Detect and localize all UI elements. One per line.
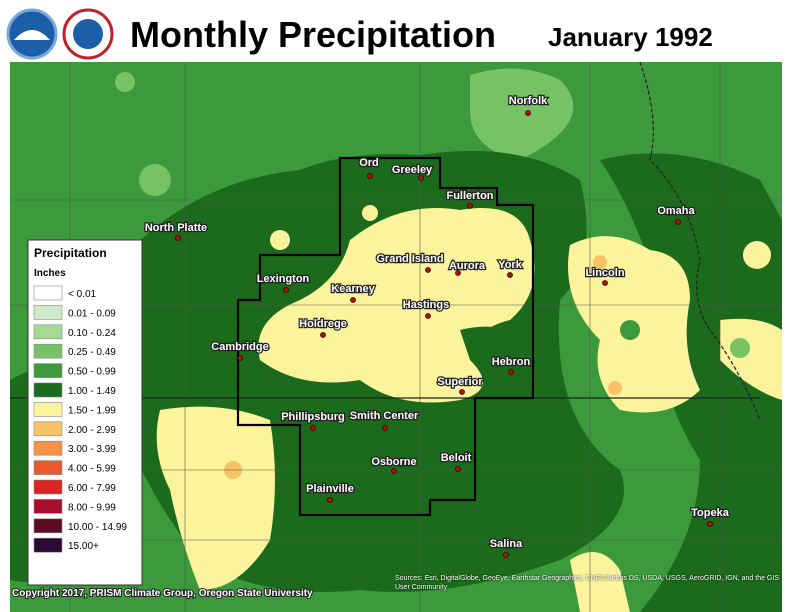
city-dot: [310, 425, 316, 431]
city-dot: [455, 270, 461, 276]
city-dot: [425, 267, 431, 273]
city-label: Norfolk: [509, 95, 548, 107]
legend-label: 6.00 - 7.99: [68, 483, 116, 494]
city-label: Osborne: [371, 456, 416, 468]
city-dot: [602, 280, 608, 286]
legend-label: < 0.01: [68, 289, 97, 300]
city-dot: [525, 110, 531, 116]
city-label: Hebron: [492, 356, 531, 368]
city-dot: [367, 173, 373, 179]
header-bg: [0, 0, 792, 62]
city-label: Beloit: [441, 452, 472, 464]
copyright: Copyright 2017, PRISM Climate Group, Ore…: [12, 588, 313, 599]
city-label: Phillipsburg: [281, 411, 345, 423]
legend-swatch: [33, 479, 63, 495]
legend-swatch: [33, 460, 63, 475]
city-label: Topeka: [691, 507, 730, 519]
city-dot: [467, 203, 473, 209]
legend-label: 8.00 - 9.99: [68, 502, 116, 513]
legend-label: 3.00 - 3.99: [68, 444, 116, 455]
legend-label: 1.50 - 1.99: [68, 405, 116, 416]
legend-label: 0.10 - 0.24: [68, 328, 116, 339]
legend-swatch: [33, 518, 63, 534]
city-dot: [675, 219, 681, 225]
city-label: Hastings: [403, 299, 449, 311]
legend-swatch: [33, 343, 63, 359]
legend-label: 0.50 - 0.99: [68, 367, 116, 378]
city-dot: [350, 297, 356, 303]
city-dot: [327, 497, 333, 503]
legend-label: 0.25 - 0.49: [68, 347, 116, 358]
legend-label: 2.00 - 2.99: [68, 425, 116, 436]
legend-items: < 0.01 0.01 - 0.09 0.10 - 0.24 0.25 - 0.49 0…: [33, 285, 127, 553]
legend-swatch: [33, 305, 63, 320]
city-dot: [425, 313, 431, 319]
city-dot: [237, 355, 243, 361]
city-label: North Platte: [145, 222, 207, 234]
city-dot: [175, 235, 181, 241]
legend-swatch: [33, 440, 63, 456]
city-label: Cambridge: [211, 341, 268, 353]
city-label: Ord: [359, 157, 379, 169]
legend-swatch: [33, 421, 63, 437]
city-dot: [503, 552, 509, 558]
city-label: Holdrege: [299, 318, 347, 330]
legend-swatch: [33, 537, 63, 553]
city-label: York: [498, 259, 523, 271]
legend-label: 10.00 - 14.99: [68, 522, 127, 533]
city-label: Omaha: [657, 205, 695, 217]
city-label: Superior: [437, 376, 483, 388]
city-dot: [320, 332, 326, 338]
source: Sources: Esri, DigitalGlobe, GeoEye, Ear…: [395, 575, 779, 591]
city-label: Smith Center: [350, 410, 419, 422]
city-label: Grand Island: [376, 253, 443, 265]
logos: [6, 8, 114, 60]
date: January 1992: [548, 22, 713, 52]
city-dot: [455, 466, 461, 472]
city-label: Plainville: [306, 483, 354, 495]
city-label: Kearney: [331, 283, 375, 295]
city-dot: [418, 175, 424, 181]
city-label: Lexington: [257, 273, 310, 285]
legend-swatch: [33, 363, 63, 378]
title: Monthly Precipitation: [130, 14, 496, 55]
city-label: Salina: [490, 538, 523, 550]
city-dot: [707, 521, 713, 527]
legend-swatch: [33, 324, 63, 340]
city-label: Aurora: [449, 260, 486, 272]
city-dot: [459, 389, 465, 395]
cities: North Platte Ord Greeley Fullerton Norfolk Om…: [144, 94, 731, 558]
city-dot: [508, 369, 514, 375]
source-box: Sources: Esri, DigitalGlobe, GeoEye, Ear…: [395, 575, 779, 591]
legend-swatch: [33, 285, 63, 301]
city-dot: [283, 287, 289, 293]
city-dot: [507, 272, 513, 278]
city-label: Greeley: [392, 164, 433, 176]
legend-label: 15.00+: [68, 541, 99, 552]
legend-label: 0.01 - 0.09: [68, 308, 116, 319]
legend-units: Inches: [34, 268, 66, 279]
city-label: Fullerton: [446, 190, 493, 202]
legend-swatch: [33, 402, 63, 417]
legend-swatch: [33, 499, 63, 514]
legend-title: Precipitation: [34, 246, 107, 260]
legend-label: 1.00 - 1.49: [68, 386, 116, 397]
legend-label: 4.00 - 5.99: [68, 464, 116, 475]
city-dot: [382, 425, 388, 431]
legend-swatch: [33, 382, 63, 398]
city-label: Lincoln: [585, 267, 624, 279]
city-dot: [391, 468, 397, 474]
